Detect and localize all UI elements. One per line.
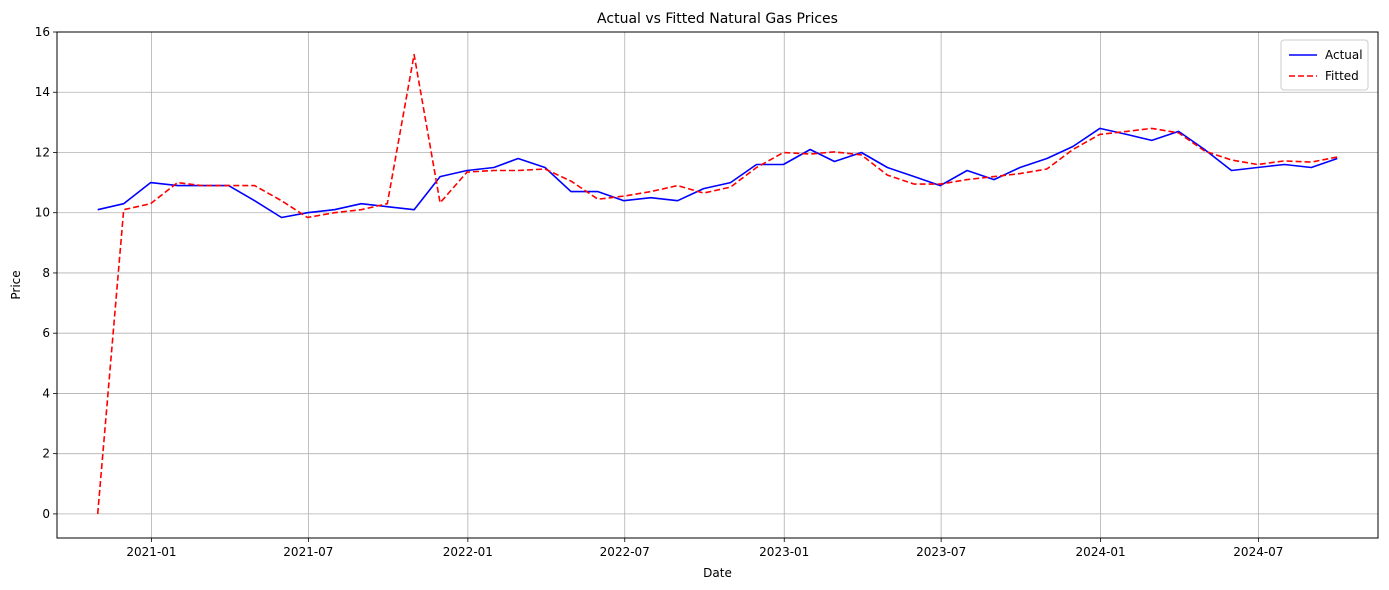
legend: Actual Fitted xyxy=(1280,39,1369,91)
x-tick-label: 2024-07 xyxy=(1233,545,1283,559)
legend-box xyxy=(1280,39,1369,91)
x-tick-label: 2022-01 xyxy=(443,545,493,559)
y-axis: 0 2 4 6 8 10 12 14 16 xyxy=(35,25,57,521)
plot-area xyxy=(56,31,1379,539)
x-axis-title: Date xyxy=(703,566,732,580)
x-tick-label: 2021-01 xyxy=(126,545,176,559)
legend-label-fitted: Fitted xyxy=(1325,69,1359,83)
y-tick-label: 0 xyxy=(42,507,50,521)
x-tick-label: 2023-01 xyxy=(759,545,809,559)
grid xyxy=(57,31,1378,538)
x-tick-label: 2023-07 xyxy=(916,545,966,559)
y-tick-label: 2 xyxy=(42,447,50,461)
series-line-actual xyxy=(97,127,1338,219)
y-axis-title: Price xyxy=(9,270,23,299)
x-axis: 2021-01 2021-07 2022-01 2022-07 2023-01 2023-… xyxy=(126,538,1283,559)
y-tick-label: 16 xyxy=(35,25,50,39)
chart-title: Actual vs Fitted Natural Gas Prices xyxy=(597,11,838,27)
x-tick-label: 2021-07 xyxy=(283,545,333,559)
x-tick-label: 2024-01 xyxy=(1076,545,1126,559)
legend-label-actual: Actual xyxy=(1325,48,1363,62)
y-tick-label: 6 xyxy=(42,326,50,340)
y-tick-label: 14 xyxy=(35,85,50,99)
y-tick-label: 8 xyxy=(42,266,50,280)
series-layer xyxy=(96,53,1338,514)
y-tick-label: 10 xyxy=(35,206,50,220)
y-tick-label: 4 xyxy=(42,386,50,400)
y-tick-label: 12 xyxy=(35,145,50,159)
series-line-fitted xyxy=(96,53,1338,514)
x-tick-label: 2022-07 xyxy=(600,545,650,559)
